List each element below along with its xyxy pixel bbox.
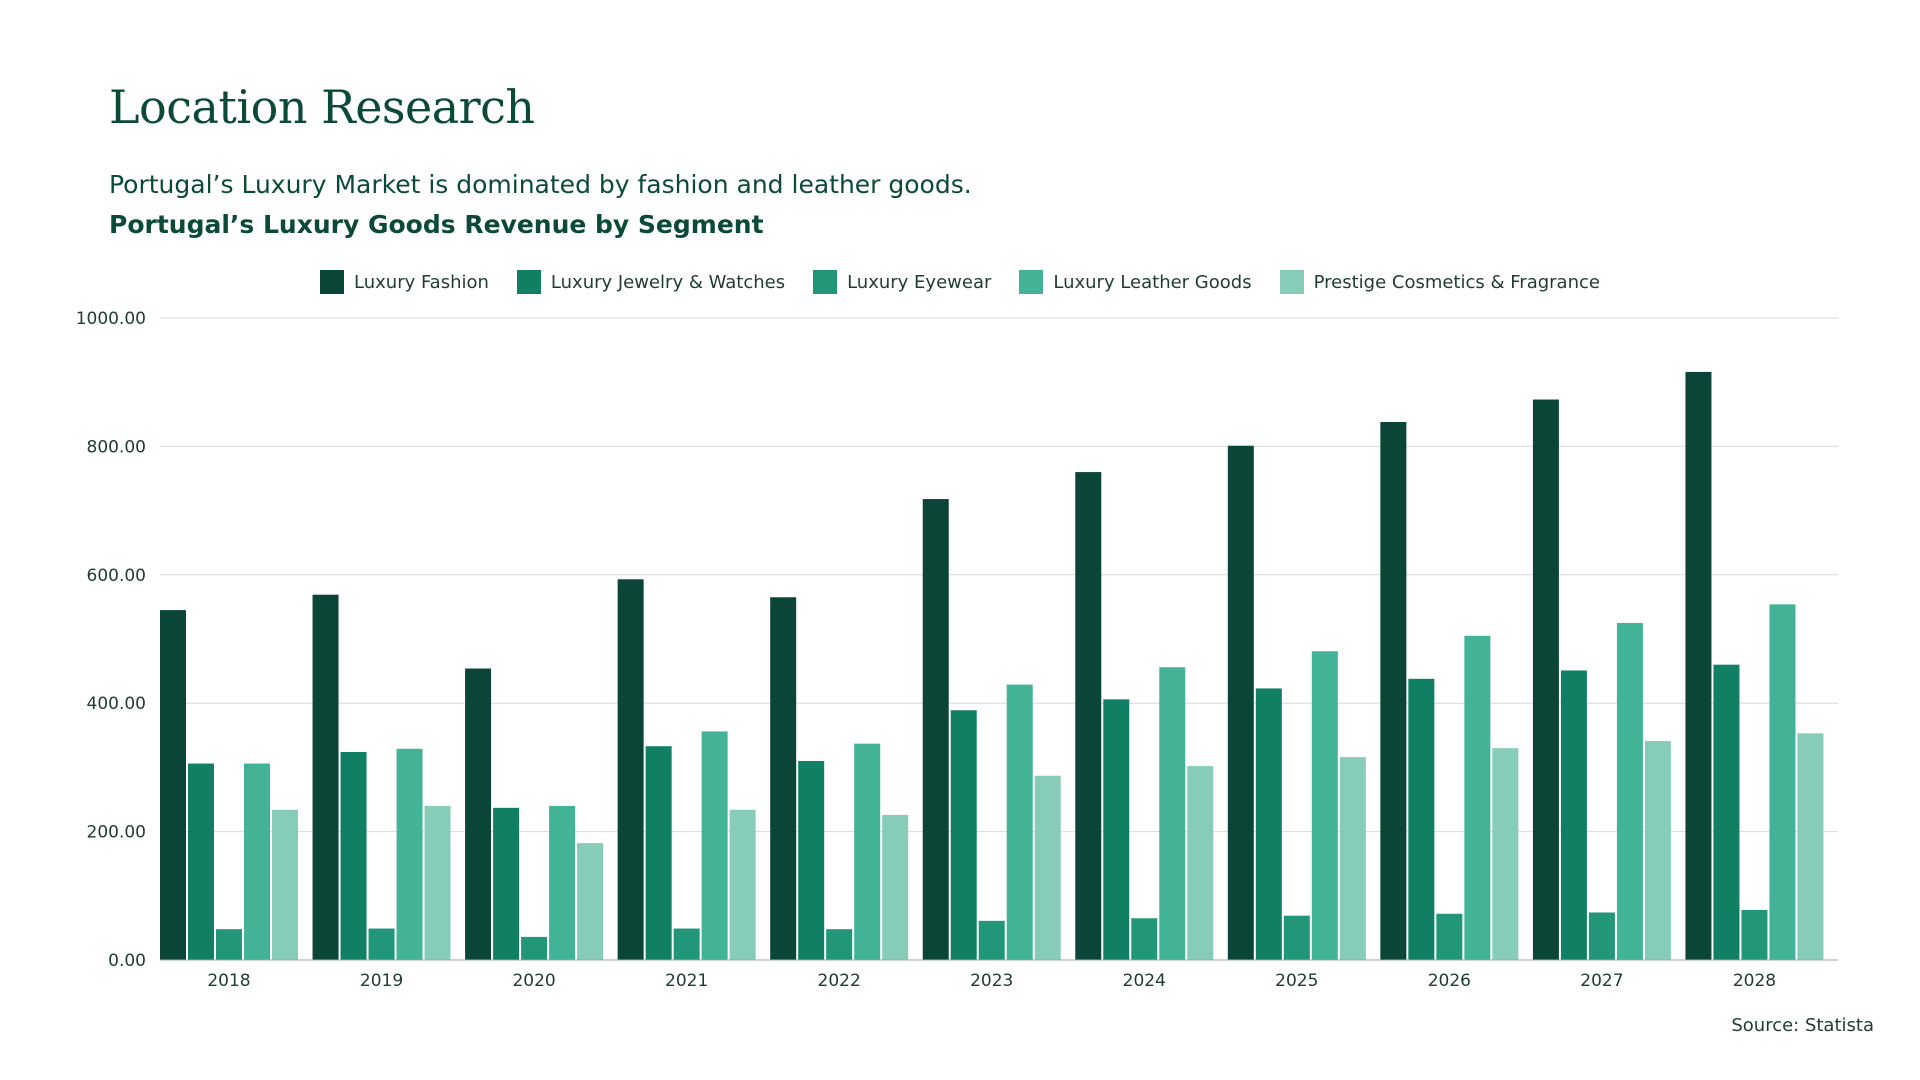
bar — [1075, 472, 1102, 960]
y-tick-label: 800.00 — [87, 437, 146, 457]
bar — [465, 668, 492, 960]
bar — [673, 928, 700, 960]
bar — [854, 743, 881, 960]
bar — [521, 936, 548, 960]
bar — [1255, 688, 1282, 960]
y-tick-label: 200.00 — [87, 823, 146, 843]
y-tick-label: 400.00 — [87, 694, 146, 714]
bar — [1532, 399, 1559, 960]
x-tick-label: 2018 — [207, 971, 250, 991]
bar — [1588, 912, 1615, 960]
bar — [1644, 741, 1671, 960]
x-tick-label: 2027 — [1580, 971, 1623, 991]
legend-label: Luxury Jewelry & Watches — [550, 271, 786, 293]
page-title: Location Research — [109, 80, 535, 134]
bar — [1436, 913, 1463, 960]
legend-label: Prestige Cosmetics & Fragrance — [1313, 271, 1600, 293]
bar — [1408, 678, 1435, 960]
bar — [244, 763, 270, 960]
bar — [272, 809, 298, 960]
bar — [1283, 915, 1310, 960]
x-tick-label: 2022 — [818, 971, 861, 991]
bar — [1464, 635, 1491, 960]
legend-label: Luxury Fashion — [354, 271, 489, 293]
legend-label: Luxury Eyewear — [847, 271, 992, 293]
bar — [922, 499, 949, 960]
legend-label: Luxury Leather Goods — [1053, 271, 1252, 293]
bar — [770, 597, 797, 960]
bar — [1616, 622, 1643, 960]
legend-swatch — [516, 270, 541, 294]
source-note: Source: Statista — [1731, 1015, 1874, 1036]
bar — [368, 928, 395, 960]
bar — [1769, 604, 1796, 960]
bar — [312, 594, 339, 960]
y-tick-label: 0.00 — [108, 951, 146, 971]
x-tick-label: 2023 — [970, 971, 1013, 991]
bar — [1227, 445, 1254, 960]
bar — [493, 807, 520, 960]
legend-item-luxury-fashion[interactable]: Luxury Fashion — [320, 270, 489, 294]
bar — [1741, 909, 1768, 960]
bar — [950, 710, 977, 960]
bar — [798, 760, 825, 960]
bar — [1006, 684, 1033, 960]
legend-item-luxury-eyewear[interactable]: Luxury Eyewear — [813, 270, 991, 294]
bar — [340, 751, 367, 960]
legend-swatch — [813, 270, 838, 294]
x-tick-label: 2019 — [360, 971, 403, 991]
bar — [1034, 775, 1061, 960]
bar — [1380, 422, 1407, 960]
bar — [160, 610, 186, 960]
legend-swatch — [1019, 270, 1044, 294]
bar — [1797, 733, 1824, 960]
bar — [577, 843, 604, 960]
bar — [729, 809, 756, 960]
bar — [216, 929, 242, 960]
bar — [1713, 664, 1740, 960]
x-tick-label: 2020 — [512, 971, 555, 991]
legend-swatch — [1279, 270, 1304, 294]
x-tick-label: 2028 — [1733, 971, 1776, 991]
bar — [978, 920, 1005, 960]
bar — [882, 814, 909, 960]
bar — [617, 579, 644, 960]
legend-item-prestige-cosmetics-fragrance[interactable]: Prestige Cosmetics & Fragrance — [1279, 270, 1600, 294]
bar — [188, 763, 214, 960]
page-subtitle: Portugal’s Luxury Market is dominated by… — [109, 170, 972, 199]
x-tick-label: 2024 — [1123, 971, 1166, 991]
chart-title: Portugal’s Luxury Goods Revenue by Segme… — [109, 210, 764, 239]
x-tick-label: 2025 — [1275, 971, 1318, 991]
bar — [424, 805, 451, 960]
bar — [1492, 748, 1519, 960]
bar — [1131, 918, 1158, 960]
bar — [1560, 670, 1587, 960]
bar — [549, 805, 576, 960]
bar — [1311, 651, 1338, 960]
bar — [1187, 766, 1214, 960]
bar — [701, 731, 728, 960]
bar — [826, 929, 853, 960]
chart-legend: Luxury Fashion Luxury Jewelry & Watches … — [0, 270, 1920, 294]
bar — [396, 748, 423, 960]
legend-item-luxury-jewelry-watches[interactable]: Luxury Jewelry & Watches — [516, 270, 786, 294]
x-tick-label: 2026 — [1428, 971, 1471, 991]
bar — [1685, 371, 1712, 961]
legend-swatch — [320, 270, 345, 294]
legend-item-luxury-leather-goods[interactable]: Luxury Leather Goods — [1019, 270, 1252, 294]
bar — [1103, 699, 1130, 960]
bar — [645, 746, 672, 960]
y-tick-label: 600.00 — [87, 566, 146, 586]
x-tick-label: 2021 — [665, 971, 708, 991]
bar — [1339, 757, 1366, 960]
bar — [1159, 667, 1186, 960]
y-tick-label: 1000.00 — [76, 309, 146, 329]
